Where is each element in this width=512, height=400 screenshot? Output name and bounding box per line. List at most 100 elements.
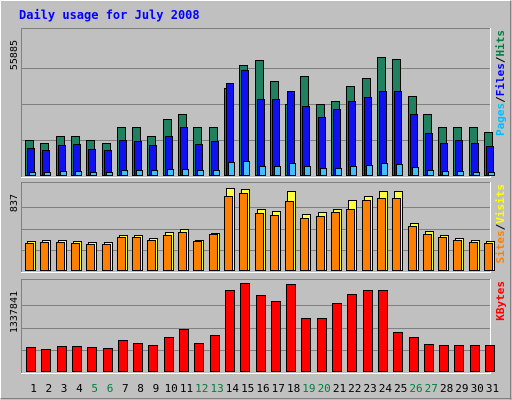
bar-kbytes-day-6 <box>103 348 113 372</box>
legend-entry: Sites <box>494 230 507 263</box>
legend-entry: KBytes <box>494 281 507 321</box>
bar-sites-day-8 <box>132 237 141 271</box>
bar-pages-day-1 <box>29 172 36 176</box>
bar-files-day-17 <box>272 99 280 176</box>
chart-title: Daily usage for July 2008 <box>19 8 200 22</box>
bar-files-day-27 <box>425 133 433 176</box>
x-tick-label: 16 <box>256 382 269 395</box>
bar-pages-day-23 <box>366 165 373 176</box>
bar-files-day-25 <box>394 91 402 176</box>
bar-kbytes-day-23 <box>363 290 373 372</box>
x-tick-label: 11 <box>180 382 193 395</box>
bar-files-day-19 <box>302 106 310 176</box>
bar-pages-day-6 <box>106 172 113 176</box>
bar-sites-day-30 <box>469 242 478 271</box>
bar-files-day-21 <box>333 109 341 176</box>
x-tick-label: 13 <box>210 382 223 395</box>
bar-kbytes-day-24 <box>378 290 388 372</box>
bar-pages-day-15 <box>243 161 250 176</box>
bar-kbytes-day-17 <box>271 301 281 372</box>
legend-entry: Hits <box>494 30 507 57</box>
legend: KBytes <box>494 281 507 321</box>
x-tick-label: 5 <box>91 382 98 395</box>
bar-sites-day-23 <box>362 200 371 271</box>
bar-kbytes-day-29 <box>454 345 464 372</box>
y-max-label: 1337841 <box>9 291 20 333</box>
bar-files-day-31 <box>486 146 494 176</box>
bar-kbytes-day-13 <box>210 335 220 372</box>
bar-files-day-15 <box>241 70 249 176</box>
x-tick-label: 1 <box>30 382 37 395</box>
bar-pages-day-2 <box>44 172 51 176</box>
bar-pages-day-12 <box>197 170 204 176</box>
bar-files-day-30 <box>471 143 479 176</box>
series-kbytes <box>26 283 495 372</box>
x-tick-label: 21 <box>333 382 346 395</box>
bar-sites-day-20 <box>316 216 325 271</box>
bar-sites-day-9 <box>147 240 156 271</box>
bar-kbytes-day-15 <box>240 283 250 372</box>
x-tick-label: 26 <box>409 382 422 395</box>
legend-entry: Pages <box>494 103 507 136</box>
x-tick-label: 31 <box>486 382 499 395</box>
bar-kbytes-day-1 <box>26 347 36 372</box>
bar-kbytes-day-7 <box>118 340 128 372</box>
bar-pages-day-9 <box>151 170 158 176</box>
bar-kbytes-day-4 <box>72 346 82 372</box>
bar-pages-day-5 <box>90 172 97 176</box>
bar-files-day-6 <box>104 150 112 176</box>
bar-sites-day-14 <box>224 196 233 271</box>
bar-pages-day-27 <box>427 170 434 176</box>
x-tick-label: 15 <box>241 382 254 395</box>
bar-files-day-22 <box>348 101 356 176</box>
panel-kbytes: 1337841 KBytes <box>9 279 507 374</box>
bar-pages-day-8 <box>136 170 143 176</box>
bar-pages-day-3 <box>60 171 67 176</box>
y-max-label: 55885 <box>9 40 20 70</box>
bar-kbytes-day-8 <box>133 343 143 372</box>
bar-sites-day-22 <box>346 209 355 271</box>
bar-kbytes-day-3 <box>57 346 67 372</box>
x-tick-label: 3 <box>61 382 68 395</box>
bar-pages-day-25 <box>396 164 403 176</box>
bar-pages-day-22 <box>350 166 357 176</box>
bar-files-day-20 <box>318 117 326 176</box>
bar-pages-day-26 <box>412 167 419 176</box>
bar-pages-day-4 <box>75 171 82 176</box>
bar-kbytes-day-26 <box>409 337 419 372</box>
legend-entry: Visits <box>494 184 507 224</box>
series-files <box>27 70 494 176</box>
bar-sites-day-28 <box>438 237 447 271</box>
x-tick-label: 22 <box>348 382 361 395</box>
x-axis-tick-labels: 1 2 3 4 5 6 7 8 9 10 11 12 13 14 15 16 17 18 19 20 21 22 23 24 2… <box>30 382 499 395</box>
bar-files-day-14 <box>226 83 234 176</box>
bar-files-day-11 <box>180 127 188 176</box>
x-tick-label: 20 <box>318 382 331 395</box>
bar-kbytes-day-16 <box>256 295 266 372</box>
legend-entry: / <box>494 56 507 63</box>
bar-kbytes-day-9 <box>148 345 158 372</box>
bar-kbytes-day-25 <box>393 332 403 372</box>
bar-sites-day-17 <box>270 215 279 271</box>
bar-sites-day-10 <box>163 235 172 271</box>
bar-pages-day-20 <box>320 168 327 176</box>
x-tick-label: 9 <box>153 382 160 395</box>
bar-files-day-29 <box>455 140 463 176</box>
bar-pages-day-7 <box>121 170 128 176</box>
bar-pages-day-11 <box>182 169 189 176</box>
bar-kbytes-day-18 <box>286 284 296 372</box>
bar-kbytes-day-21 <box>332 303 342 372</box>
bar-kbytes-day-2 <box>41 349 51 372</box>
bar-sites-day-21 <box>331 212 340 271</box>
x-tick-label: 27 <box>425 382 438 395</box>
bar-files-day-2 <box>42 150 50 176</box>
bar-pages-day-14 <box>228 162 235 176</box>
bar-sites-day-7 <box>117 237 126 271</box>
bar-pages-day-13 <box>213 170 220 176</box>
bar-kbytes-day-27 <box>424 344 434 372</box>
x-tick-label: 6 <box>107 382 114 395</box>
x-tick-label: 23 <box>363 382 376 395</box>
bar-sites-day-11 <box>178 232 187 271</box>
bar-sites-day-27 <box>423 234 432 271</box>
bar-pages-day-21 <box>335 168 342 176</box>
